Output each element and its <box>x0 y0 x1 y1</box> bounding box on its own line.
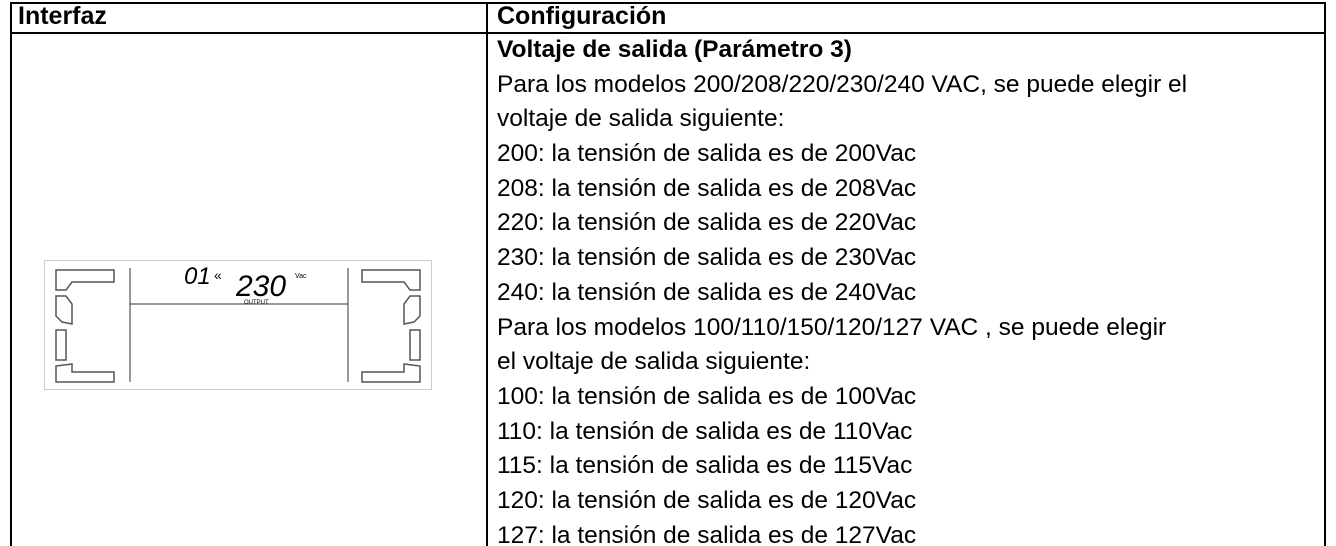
config-line: 115: la tensión de salida es de 115Vac <box>497 452 913 480</box>
lcd-value: 230 <box>235 270 286 303</box>
lcd-label: OUTPUT <box>244 300 269 306</box>
border <box>10 2 12 546</box>
config-line: Para los modelos 100/110/150/120/127 VAC… <box>497 313 1167 341</box>
border <box>1324 2 1326 546</box>
lcd-arrows: « <box>214 267 222 283</box>
header-cell: Configuración <box>497 2 667 30</box>
config-line: 230: la tensión de salida es de 230Vac <box>497 244 917 272</box>
config-line: 208: la tensión de salida es de 208Vac <box>497 174 917 202</box>
header-cell: Interfaz <box>18 2 107 30</box>
config-line: el voltaje de salida siguiente: <box>497 348 811 376</box>
border <box>486 2 488 546</box>
lcd-top: 01 <box>184 263 211 290</box>
config-line: 120: la tensión de salida es de 120Vac <box>497 486 917 514</box>
config-line: 200: la tensión de salida es de 200Vac <box>497 140 917 168</box>
config-line: 220: la tensión de salida es de 220Vac <box>497 209 917 237</box>
config-title: Voltaje de salida (Parámetro 3) <box>497 36 852 63</box>
config-line: 110: la tensión de salida es de 110Vac <box>497 417 913 445</box>
lcd-display: 01 « 230 Vac OUTPUT <box>44 260 432 390</box>
config-line: 240: la tensión de salida es de 240Vac <box>497 278 917 306</box>
border <box>10 32 1326 34</box>
config-line: 100: la tensión de salida es de 100Vac <box>497 382 917 410</box>
border <box>10 2 1326 4</box>
config-line: Para los modelos 200/208/220/230/240 VAC… <box>497 70 1188 98</box>
config-line: 127: la tensión de salida es de 127Vac <box>497 521 917 546</box>
config-cell: Voltaje de salida (Parámetro 3) Para los… <box>497 33 1187 546</box>
lcd-unit: Vac <box>295 273 307 280</box>
config-line: voltaje de salida siguiente: <box>497 105 785 133</box>
